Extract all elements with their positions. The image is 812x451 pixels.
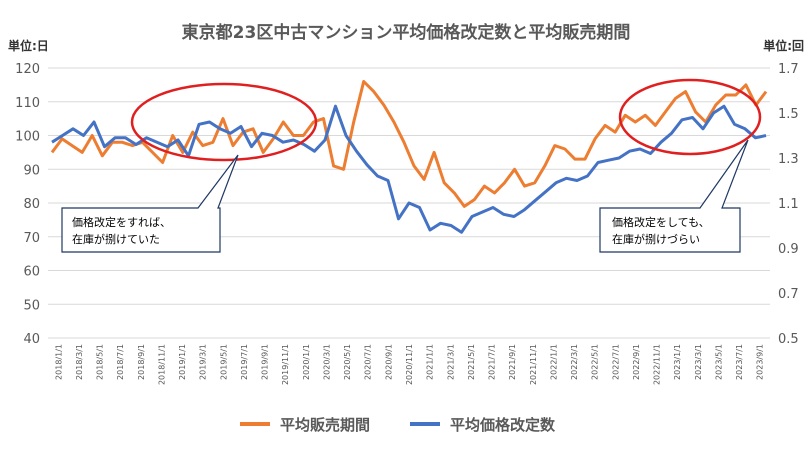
y-right-tick: 0.5: [778, 332, 799, 347]
x-tick-labels: 2018/1/1 2018/3/1 2018/5/1 2018/7/1 2018/9/1…: [54, 344, 764, 385]
x-tick: 2021/5/1: [467, 344, 476, 380]
y-right-tick: 1.7: [778, 62, 799, 77]
series-lines: [50, 80, 768, 234]
chart-title: 東京都23区中古マンション平均価格改定数と平均販売期間: [182, 22, 631, 43]
x-tick: 2019/9/1: [261, 344, 270, 380]
y-left-unit: 単位:日: [8, 38, 49, 53]
x-tick: 2022/7/1: [611, 344, 620, 380]
y-left-tick: 100: [15, 130, 40, 145]
x-tick: 2018/11/1: [157, 344, 166, 385]
y-right-tick: 1.3: [778, 152, 799, 167]
x-tick: 2023/5/1: [714, 344, 723, 380]
annotation-ellipse-left: [130, 82, 318, 162]
callout-line: 価格改定をしても、: [612, 215, 710, 229]
x-tick: 2019/5/1: [219, 344, 228, 380]
y-left-tick: 80: [23, 197, 40, 212]
x-tick: 2018/9/1: [137, 344, 146, 380]
x-tick: 2019/1/1: [178, 344, 187, 380]
y-left-tick: 120: [15, 62, 40, 77]
series-line-sales-period: [50, 80, 768, 208]
y-left-tick: 110: [15, 96, 40, 111]
y-right-tick: 1.1: [778, 197, 799, 212]
x-tick: 2021/11/1: [529, 344, 538, 385]
x-tick: 2023/9/1: [756, 344, 765, 380]
x-tick: 2018/3/1: [75, 344, 84, 380]
callout-left: 価格改定をすれば、在庫が捌けていた: [61, 154, 239, 253]
x-tick: 2023/1/1: [673, 344, 682, 380]
callout-right: 価格改定をしても、在庫が捌けづらい: [599, 139, 749, 253]
y-right-unit: 単位:回: [763, 38, 804, 53]
x-tick: 2023/7/1: [735, 344, 744, 380]
y-left-tick: 70: [23, 231, 40, 246]
y-right-tick: 0.9: [778, 242, 799, 257]
x-tick: 2020/11/1: [405, 344, 414, 385]
x-tick: 2018/7/1: [116, 344, 125, 380]
y-right-tick: 0.7: [778, 287, 799, 302]
x-tick: 2020/9/1: [384, 344, 393, 380]
y-left-tick: 90: [23, 163, 40, 178]
x-tick: 2023/3/1: [694, 344, 703, 380]
annotation-ellipse-right: [618, 78, 762, 156]
x-tick: 2020/7/1: [364, 344, 373, 380]
x-tick: 2021/9/1: [508, 344, 517, 380]
x-tick: 2018/1/1: [54, 344, 63, 380]
y-left-tick: 40: [23, 332, 40, 347]
x-tick: 2021/3/1: [446, 344, 455, 380]
legend: 平均販売期間 平均価格改定数: [240, 416, 556, 434]
x-tick: 2018/5/1: [96, 344, 105, 380]
callout-line: 在庫が捌けていた: [72, 232, 160, 246]
callout-line: 価格改定をすれば、: [72, 215, 171, 229]
x-tick: 2021/1/1: [426, 344, 435, 380]
legend-label-price-revisions: 平均価格改定数: [450, 416, 556, 434]
x-tick: 2022/3/1: [570, 344, 579, 380]
x-tick: 2022/9/1: [632, 344, 641, 380]
x-tick: 2020/3/1: [322, 344, 331, 380]
x-tick: 2019/11/1: [281, 344, 290, 385]
x-tick: 2019/3/1: [199, 344, 208, 380]
x-tick: 2020/1/1: [302, 344, 311, 380]
callout-line: 在庫が捌けづらい: [612, 232, 700, 246]
y-right-tick: 1.5: [778, 107, 799, 122]
x-tick: 2021/7/1: [488, 344, 497, 380]
y-left-tick: 60: [23, 265, 40, 280]
x-tick: 2022/11/1: [653, 344, 662, 385]
x-tick: 2022/5/1: [591, 344, 600, 380]
y-right-tick-labels: 0.5 0.7 0.9 1.1 1.3 1.5 1.7: [778, 62, 799, 347]
x-tick: 2020/5/1: [343, 344, 352, 380]
callout-right-text: 価格改定をしても、在庫が捌けづらい: [612, 215, 710, 246]
legend-label-sales-period: 平均販売期間: [280, 416, 370, 434]
y-left-tick: 50: [23, 298, 40, 313]
series-line-price-revisions: [51, 104, 767, 234]
x-tick: 2022/1/1: [549, 344, 558, 380]
callout-left-text: 価格改定をすれば、在庫が捌けていた: [72, 215, 171, 246]
x-tick: 2019/7/1: [240, 344, 249, 380]
y-left-tick-labels: 40 50 60 70 80 90 100 110 120: [15, 62, 40, 347]
